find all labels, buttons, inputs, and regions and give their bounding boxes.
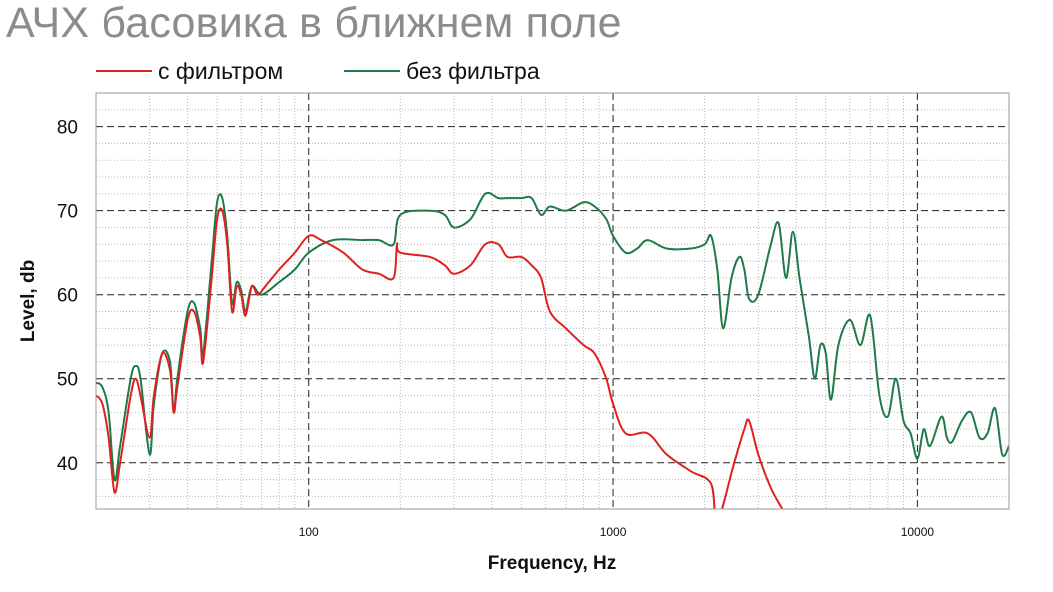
plot-frame [95, 92, 1010, 510]
y-tick-label: 40 [57, 454, 78, 475]
ticks-layer: 40 50 60 70 80 100 1000 10000 [57, 118, 935, 539]
series-line-without-filter [96, 191, 1009, 482]
chart-title: АЧХ басовика в ближнем поле [6, 0, 622, 47]
y-axis-label: Level, db [18, 260, 39, 342]
grid-minor [96, 92, 1009, 509]
legend-label-without-filter: без фильтра [406, 58, 540, 84]
x-axis-label: Frequency, Hz [488, 553, 616, 574]
y-tick-label: 50 [57, 370, 78, 391]
x-tick-label: 100 [299, 525, 319, 539]
legend-swatch-without-filter [344, 70, 400, 72]
y-tick-label: 80 [57, 118, 78, 139]
y-tick-label: 60 [57, 286, 78, 307]
grid-major [96, 93, 1009, 509]
y-tick-label: 70 [57, 202, 78, 223]
legend-swatch-with-filter [96, 70, 152, 72]
x-tick-label: 1000 [600, 525, 627, 539]
series-layer [96, 191, 1009, 509]
series-line-with-filter [96, 207, 784, 509]
x-tick-label: 10000 [901, 525, 935, 539]
legend-label-with-filter: с фильтром [158, 58, 284, 84]
